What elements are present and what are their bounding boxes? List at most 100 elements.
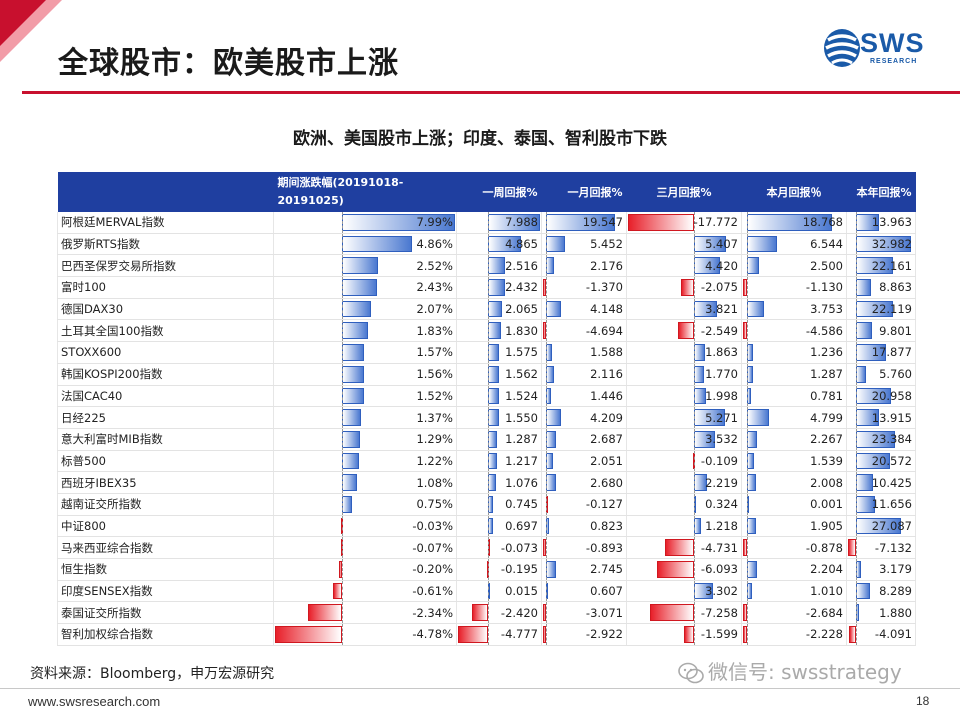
footer-divider: [0, 688, 960, 689]
value-text: -1.599: [700, 627, 738, 642]
positive-bar: [747, 474, 757, 491]
cell-m1: 2.687: [541, 428, 627, 451]
value-text: 0.607: [590, 584, 623, 599]
zero-axis: [488, 212, 490, 233]
zero-axis: [488, 320, 490, 342]
value-text: 6.544: [810, 237, 843, 252]
positive-bar: [747, 409, 769, 426]
positive-bar: [488, 300, 503, 318]
zero-axis: [488, 515, 490, 537]
cell-w1: 1.575: [456, 341, 542, 364]
zero-axis: [546, 407, 548, 428]
cell-ytd: -7.132: [846, 536, 916, 559]
positive-bar: [693, 387, 706, 405]
cell-ytd: 13.963: [846, 212, 916, 234]
value-text: 2.204: [810, 562, 843, 577]
negative-bar: [849, 626, 856, 643]
zero-axis: [855, 407, 857, 428]
table-row: 德国DAX30 2.07% 2.065 4.148 3.821 3.753 22.119: [57, 298, 916, 321]
positive-bar: [693, 365, 705, 383]
value-text: 4.209: [590, 410, 623, 425]
value-text: 9.801: [879, 323, 912, 338]
value-text: 3.179: [879, 562, 912, 577]
cell-m1: 4.148: [541, 298, 627, 321]
header-3month: 三月回报%: [626, 172, 742, 212]
cell-ytd: 22.119: [846, 298, 916, 321]
positive-bar: [546, 474, 556, 491]
zero-axis: [488, 255, 490, 277]
page-title: 全球股市：欧美股市上涨: [58, 46, 399, 81]
value-text: -0.03%: [412, 518, 453, 533]
value-text: -0.20%: [412, 562, 453, 577]
cell-w1: 1.287: [456, 428, 542, 451]
cell-m3: 3.821: [626, 298, 742, 321]
cell-mtd: 18.768: [741, 212, 847, 234]
value-text: 1.218: [705, 518, 738, 533]
value-text: -2.684: [805, 605, 843, 620]
cell-m1: -0.893: [541, 536, 627, 559]
cell-ytd: 8.289: [846, 580, 916, 603]
zero-axis: [747, 407, 749, 428]
cell-w1: 0.697: [456, 515, 542, 538]
value-text: -0.893: [585, 540, 623, 555]
negative-bar: [743, 539, 748, 556]
zero-axis: [747, 450, 749, 472]
value-text: -2.34%: [412, 605, 453, 620]
value-text: 1.287: [505, 432, 538, 447]
zero-axis: [693, 342, 695, 363]
zero-axis: [747, 363, 749, 385]
zero-axis: [546, 537, 548, 558]
zero-axis: [488, 450, 490, 472]
logo-text: SWS: [860, 28, 925, 58]
zero-axis: [341, 472, 343, 493]
cell-mtd: -2.228: [741, 623, 847, 646]
positive-bar: [341, 322, 368, 340]
zero-axis: [341, 580, 343, 602]
cell-period: 4.86%: [273, 233, 457, 256]
value-text: 2.745: [590, 562, 623, 577]
cell-m3: 3.302: [626, 580, 742, 603]
cell-period: -2.34%: [273, 601, 457, 625]
positive-bar: [488, 474, 496, 491]
value-text: 2.116: [590, 367, 623, 382]
zero-axis: [546, 363, 548, 385]
value-text: 0.324: [705, 497, 738, 512]
zero-axis: [855, 537, 857, 558]
negative-bar: [332, 582, 342, 600]
cell-period: -0.61%: [273, 580, 457, 603]
index-name: 中证800: [57, 515, 274, 538]
value-text: -0.61%: [412, 584, 453, 599]
cell-m3: -6.093: [626, 558, 742, 581]
cell-mtd: 0.781: [741, 385, 847, 408]
wechat-icon: [678, 662, 704, 684]
table-body: 阿根廷MERVAL指数 7.99% 7.988 19.547 -17.772 18.768…: [57, 212, 916, 646]
zero-axis: [546, 255, 548, 277]
positive-bar: [546, 365, 554, 383]
cell-w1: 0.745: [456, 493, 542, 516]
cell-w1: -2.420: [456, 601, 542, 625]
cell-ytd: 9.801: [846, 319, 916, 343]
website-link[interactable]: www.swsresearch.com: [28, 694, 161, 709]
cell-period: -0.03%: [273, 515, 457, 538]
value-text: 5.407: [705, 237, 738, 252]
positive-bar: [488, 322, 501, 340]
zero-axis: [488, 537, 490, 558]
zero-axis: [855, 212, 857, 233]
zero-axis: [747, 342, 749, 363]
zero-axis: [747, 298, 749, 320]
zero-axis: [546, 602, 548, 624]
value-text: 27.087: [871, 518, 912, 533]
zero-axis: [546, 385, 548, 407]
positive-bar: [488, 257, 506, 275]
cell-m3: 1.863: [626, 341, 742, 364]
slide-header: 全球股市：欧美股市上涨 SWS RESEARCH: [0, 0, 960, 100]
value-text: 3.821: [705, 302, 738, 317]
zero-axis: [747, 493, 749, 515]
zero-axis: [693, 450, 695, 472]
value-text: 2.680: [590, 475, 623, 490]
negative-bar: [338, 561, 342, 578]
zero-axis: [546, 624, 548, 645]
value-text: -4.731: [700, 540, 738, 555]
zero-axis: [855, 515, 857, 537]
zero-axis: [747, 602, 749, 624]
